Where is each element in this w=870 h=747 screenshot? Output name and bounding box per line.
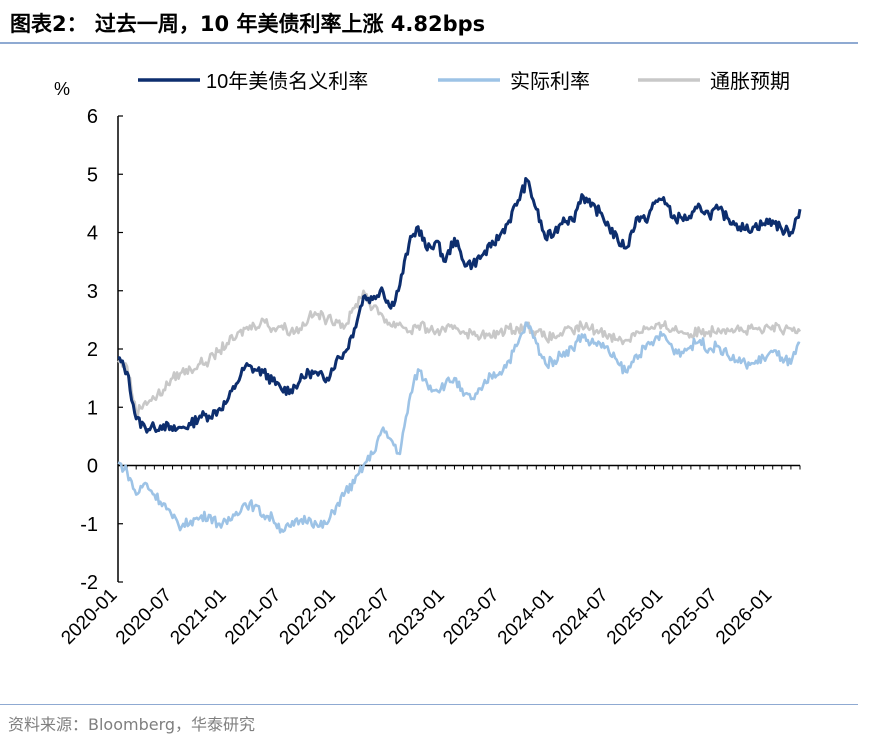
legend-label: 10年美债名义利率 (206, 70, 368, 93)
y-tick-label: 6 (87, 106, 98, 128)
source-note: 资料来源：Bloomberg，华泰研究 (8, 715, 256, 734)
x-tick-label: 2023-07 (439, 585, 503, 649)
x-tick-label: 2025-01 (603, 585, 667, 649)
legend-label: 通胀预期 (710, 70, 790, 93)
chart-title: 图表2： 过去一周，10 年美债利率上涨 4.82bps (10, 12, 486, 36)
legend-label: 实际利率 (510, 70, 590, 93)
legend: 10年美债名义利率 实际利率 通胀预期 (138, 70, 790, 93)
y-tick-label: 0 (87, 456, 98, 478)
x-tick-label: 2025-07 (658, 585, 722, 649)
y-tick-label: -2 (80, 572, 98, 594)
y-unit-label: % (54, 79, 70, 99)
x-tick-label: 2021-07 (221, 585, 285, 649)
x-tick-label: 2026-01 (712, 585, 776, 649)
y-tick-label: 4 (87, 223, 98, 245)
series-line (117, 321, 801, 534)
x-tick-label: 2022-01 (276, 585, 340, 649)
y-tick-label: 5 (87, 164, 98, 186)
axes: -2-101234562020-012020-072021-012021-072… (57, 106, 801, 649)
y-tick-label: 1 (87, 397, 98, 419)
x-tick-label: 2020-01 (57, 585, 121, 649)
x-tick-label: 2024-07 (548, 585, 612, 649)
y-tick-label: -1 (80, 514, 98, 536)
x-tick-label: 2022-07 (330, 585, 394, 649)
footer-divider (0, 704, 858, 705)
y-tick-label: 2 (87, 339, 98, 361)
title-divider (0, 42, 858, 44)
plot-area (117, 177, 802, 534)
x-tick-label: 2021-01 (166, 585, 230, 649)
y-tick-label: 3 (87, 281, 98, 303)
x-tick-label: 2020-07 (112, 585, 176, 649)
series-line (117, 177, 802, 434)
line-chart: % 10年美债名义利率 实际利率 通胀预期 -2-101234562020-0120… (54, 70, 802, 649)
series-line (117, 289, 802, 418)
x-tick-label: 2024-01 (494, 585, 558, 649)
x-tick-label: 2023-01 (385, 585, 449, 649)
